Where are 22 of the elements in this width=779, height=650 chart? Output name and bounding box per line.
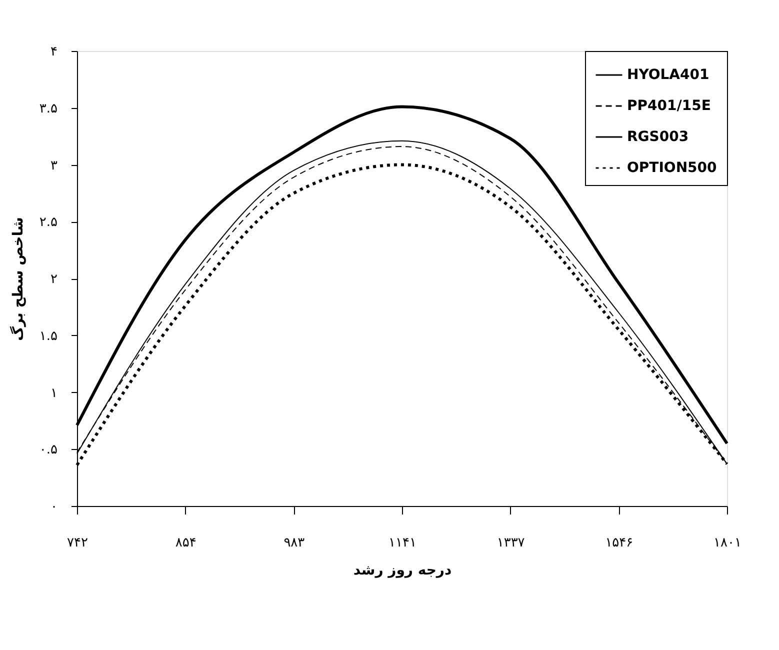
x-tick-label: ۱۱۴۱ xyxy=(388,536,416,550)
x-tick-label: ۸۵۴ xyxy=(175,536,196,550)
y-tick-label: ۰.۵ xyxy=(39,442,58,458)
y-tick-label: ۴ xyxy=(50,44,58,60)
x-tick-label: ۱۸۰۱ xyxy=(714,536,742,550)
x-tick-label: ۹۸۳ xyxy=(284,536,305,550)
y-tick-label: ۱ xyxy=(50,386,58,401)
y-tick-label: ۱.۵ xyxy=(39,328,58,344)
y-axis-title: شاخص سطح برگ xyxy=(9,217,26,341)
y-tick-label: ۳ xyxy=(50,158,58,174)
legend-label: HYOLA401 xyxy=(627,67,710,83)
y-tick-label: ۳.۵ xyxy=(39,101,58,116)
y-tick-label: ۰ xyxy=(50,500,58,514)
legend-label: PP401/15E xyxy=(627,98,711,114)
x-tick-label: ۷۴۲ xyxy=(67,536,88,550)
y-tick-label: ۲.۵ xyxy=(39,215,58,230)
legend-label: OPTION500 xyxy=(627,160,718,176)
y-tick-label: ۲ xyxy=(50,272,58,287)
x-tick-label: ۱۳۳۷ xyxy=(496,536,525,550)
x-axis-title: درجه روز رشد xyxy=(353,562,452,578)
x-tick-label: ۱۵۴۶ xyxy=(605,536,634,550)
legend-label: RGS003 xyxy=(627,129,689,145)
